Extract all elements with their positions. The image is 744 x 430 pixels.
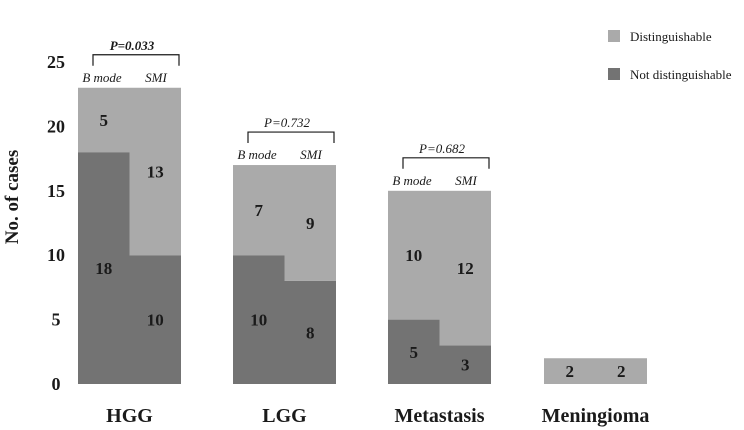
method-label-bmode: B mode bbox=[82, 70, 122, 85]
p-value-label: P=0.732 bbox=[263, 115, 310, 130]
bar-distinguishable bbox=[439, 190, 491, 346]
legend-swatch-not-distinguishable bbox=[608, 68, 620, 80]
value-label-distinguishable: 13 bbox=[147, 162, 164, 181]
category-label-meningioma: Meningioma bbox=[542, 405, 650, 427]
y-tick-label: 15 bbox=[47, 181, 65, 201]
y-axis-ticks: 0 5 10 15 20 25 bbox=[47, 52, 65, 394]
value-label-not-distinguishable: 5 bbox=[410, 343, 419, 362]
bar-distinguishable bbox=[544, 358, 596, 384]
bar-not-distinguishable bbox=[284, 280, 336, 384]
bar-distinguishable bbox=[595, 358, 647, 384]
bracket-line bbox=[247, 131, 335, 144]
y-tick-label: 10 bbox=[47, 245, 65, 265]
method-label-bmode: B mode bbox=[392, 173, 432, 188]
value-label-distinguishable: 7 bbox=[255, 201, 264, 220]
value-label-distinguishable: 10 bbox=[405, 246, 422, 265]
value-label-distinguishable: 9 bbox=[306, 214, 315, 233]
bracket-line bbox=[402, 157, 490, 169]
method-label-smi: SMI bbox=[455, 173, 477, 188]
value-label-not-distinguishable: 10 bbox=[147, 311, 164, 330]
value-labels: 18 5 10 13 10 7 8 9 5 10 3 12 2 2 bbox=[95, 111, 625, 381]
bar-distinguishable bbox=[388, 190, 440, 320]
p-value-label: P=0.033 bbox=[110, 38, 155, 53]
value-label-not-distinguishable: 8 bbox=[306, 323, 315, 342]
category-label-lgg: LGG bbox=[262, 405, 307, 427]
value-label-not-distinguishable: 3 bbox=[461, 356, 470, 375]
method-label-smi: SMI bbox=[300, 147, 322, 162]
bar-not-distinguishable bbox=[388, 319, 440, 384]
y-tick-label: 0 bbox=[52, 374, 61, 394]
y-tick-label: 25 bbox=[47, 52, 65, 72]
y-tick-label: 5 bbox=[52, 310, 61, 330]
bar-distinguishable bbox=[78, 87, 130, 153]
value-label-distinguishable: 5 bbox=[100, 111, 109, 130]
p-value-label: P=0.682 bbox=[418, 141, 465, 156]
bar-distinguishable bbox=[129, 87, 181, 256]
category-label-hgg: HGG bbox=[106, 405, 153, 427]
bar-not-distinguishable bbox=[439, 345, 491, 384]
bar-distinguishable bbox=[233, 165, 285, 256]
value-label-distinguishable: 2 bbox=[566, 362, 575, 381]
value-label-not-distinguishable: 18 bbox=[95, 259, 112, 278]
y-axis-label: No. of cases bbox=[2, 150, 23, 244]
bracket-line bbox=[92, 54, 180, 66]
bars bbox=[78, 87, 647, 384]
category-labels: HGG LGG Metastasis Meningioma bbox=[106, 405, 649, 427]
method-label-bmode: B mode bbox=[237, 147, 277, 162]
legend: Distinguishable Not distinguishable bbox=[608, 29, 732, 82]
y-tick-label: 20 bbox=[47, 116, 65, 136]
category-label-metastasis: Metastasis bbox=[395, 405, 485, 427]
method-label-smi: SMI bbox=[145, 70, 167, 85]
value-label-distinguishable: 12 bbox=[457, 259, 474, 278]
bar-distinguishable bbox=[284, 165, 336, 281]
legend-swatch-distinguishable bbox=[608, 30, 620, 42]
value-label-not-distinguishable: 10 bbox=[250, 311, 267, 330]
value-label-distinguishable: 2 bbox=[617, 362, 626, 381]
legend-label: Not distinguishable bbox=[630, 67, 732, 82]
bar-not-distinguishable bbox=[233, 255, 285, 384]
significance-brackets: B mode SMI P=0.033 B mode SMI P=0.732 B mode SM… bbox=[82, 38, 490, 188]
bar-not-distinguishable bbox=[78, 152, 130, 384]
legend-label: Distinguishable bbox=[630, 29, 712, 44]
bar-not-distinguishable bbox=[129, 255, 181, 384]
